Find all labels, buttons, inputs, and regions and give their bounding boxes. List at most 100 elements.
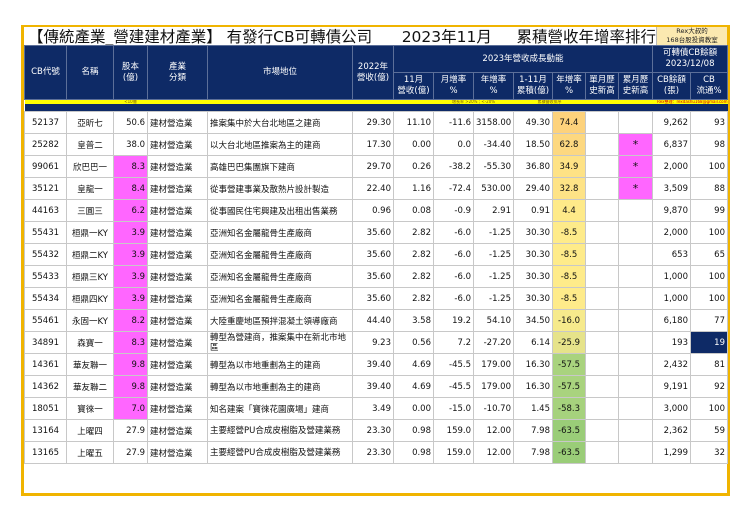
cell-single-high (585, 331, 619, 354)
cell-mom: -6.0 (433, 265, 474, 288)
cell-yoy: 179.00 (473, 353, 514, 376)
cell-cum-high: * (618, 155, 653, 178)
cell-capital: 27.9 (113, 419, 148, 442)
table-row: 18051 寶徠一 7.0 建材營造業 知名建案「寶徠花園廣場」建商 3.49 0.00 -1… (24, 397, 728, 420)
cell-nov: 0.26 (393, 155, 434, 178)
cell-cumyoy: -57.5 (552, 375, 586, 398)
cell-industry: 建材營造業 (147, 221, 208, 244)
cell-cum-high (618, 309, 653, 332)
cell-nov: 0.98 (393, 441, 434, 464)
cell-market: 轉型為營建商，推案集中在新北市地區 (207, 331, 353, 354)
cell-cumyoy: -63.5 (552, 419, 586, 442)
cell-cum-high: * (618, 177, 653, 200)
cell-single-high (585, 243, 619, 266)
header-market: 市場地位 (207, 45, 353, 100)
cell-market: 知名建案「寶徠花園廣場」建商 (207, 397, 353, 420)
table-row: 34891 森寶一 8.3 建材營造業 轉型為營建商，推案集中在新北市地區 9.23 0.5… (24, 331, 728, 354)
cell-yoy: -27.20 (473, 331, 514, 354)
cell-rev2022: 23.30 (352, 441, 394, 464)
cell-market: 推案集中於大台北地區之建商 (207, 111, 353, 134)
cell-capital: 3.9 (113, 265, 148, 288)
cell-industry: 建材營造業 (147, 111, 208, 134)
cell-name: 寶徠一 (66, 397, 114, 420)
header-rev2022: 2022年 營收(億) (352, 45, 394, 100)
cell-yoy: -1.25 (473, 243, 514, 266)
cell-code: 44163 (24, 199, 67, 222)
cell-capital: 8.4 (113, 177, 148, 200)
cell-rev2022: 35.60 (352, 243, 394, 266)
cell-nov: 0.56 (393, 331, 434, 354)
cell-cum-high (618, 221, 653, 244)
cell-single-high (585, 287, 619, 310)
cell-cum-high (618, 441, 653, 464)
cell-rev2022: 3.49 (352, 397, 394, 420)
cell-nov: 3.58 (393, 309, 434, 332)
cell-capital: 6.2 (113, 199, 148, 222)
header-cb-float: CB 流通% (690, 72, 728, 100)
cell-name: 亞昕七 (66, 111, 114, 134)
cell-rev2022: 0.96 (352, 199, 394, 222)
cell-industry: 建材營造業 (147, 287, 208, 310)
cell-industry: 建材營造業 (147, 155, 208, 178)
cell-rev2022: 35.60 (352, 287, 394, 310)
cell-cb-float: 88 (690, 177, 728, 200)
cell-cum: 7.98 (513, 441, 553, 464)
cell-code: 52137 (24, 111, 67, 134)
cell-cum: 34.50 (513, 309, 553, 332)
cell-rev2022: 44.40 (352, 309, 394, 332)
note-sort: 累積營收排序 (513, 99, 586, 104)
cell-name: 華友聯二 (66, 375, 114, 398)
cell-single-high (585, 419, 619, 442)
cell-nov: 0.00 (393, 133, 434, 156)
cell-mom: -6.0 (433, 287, 474, 310)
cell-mom: -45.5 (433, 353, 474, 376)
cell-market: 以大台北地區推案為主的建商 (207, 133, 353, 156)
cell-yoy: 179.00 (473, 375, 514, 398)
cell-yoy: 12.00 (473, 419, 514, 442)
cell-yoy: -55.30 (473, 155, 514, 178)
cell-cum-high (618, 331, 653, 354)
cell-industry: 建材營造業 (147, 133, 208, 156)
cell-cumyoy: 32.8 (552, 177, 586, 200)
cell-cb-float: 32 (690, 441, 728, 464)
cell-cb-amt: 193 (652, 331, 691, 354)
cell-rev2022: 29.30 (352, 111, 394, 134)
cell-capital: 27.9 (113, 441, 148, 464)
cell-industry: 建材營造業 (147, 353, 208, 376)
header-cb-amt: CB餘額 (張) (652, 72, 691, 100)
cell-mom: -6.0 (433, 243, 474, 266)
cb-ranking-table: CB代號 名稱 股本 (億) 產業 分類 市場地位 2022年 營收(億) 2023年… (24, 45, 728, 464)
cell-cum-high (618, 111, 653, 134)
cell-single-high (585, 375, 619, 398)
cell-yoy: -10.70 (473, 397, 514, 420)
cell-capital: 8.3 (113, 331, 148, 354)
table-row: 13164 上曜四 27.9 建材營造業 主要經營PU合成皮樹脂及營建業務 23.30 0.… (24, 419, 728, 442)
cell-cumyoy: -8.5 (552, 221, 586, 244)
cell-nov: 0.00 (393, 397, 434, 420)
brand-label: Rex大叔的 168台股投資教室 (656, 27, 727, 45)
cell-cum: 16.30 (513, 353, 553, 376)
header-industry: 產業 分類 (147, 45, 208, 100)
cell-single-high (585, 221, 619, 244)
cell-mom: 7.2 (433, 331, 474, 354)
table-row: 14362 華友聯二 9.8 建材營造業 轉型為以市地重劃為主的建商 39.40 4.69-… (24, 375, 728, 398)
table-row: 44163 三圓三 6.2 建材營造業 從事國民住宅興建及出租出售業務 0.96 0.08-… (24, 199, 728, 222)
cell-cb-amt: 1,000 (652, 265, 691, 288)
page-title: 【傳統產業_營建建材產業】 有發行CB可轉債公司 2023年11月 累積營收年增… (28, 28, 657, 46)
cell-cb-amt: 6,837 (652, 133, 691, 156)
header-yoy: 年增率% (473, 72, 514, 100)
cell-cum: 6.14 (513, 331, 553, 354)
cell-cb-amt: 2,432 (652, 353, 691, 376)
cell-capital: 9.8 (113, 375, 148, 398)
cell-code: 34891 (24, 331, 67, 354)
cell-cb-float: 98 (690, 133, 728, 156)
cell-cum: 30.30 (513, 243, 553, 266)
cell-single-high (585, 441, 619, 464)
cell-nov: 11.10 (393, 111, 434, 134)
cell-name: 上曜五 (66, 441, 114, 464)
cell-code: 13164 (24, 419, 67, 442)
cell-name: 桓鼎一KY (66, 221, 114, 244)
cell-capital: 38.0 (113, 133, 148, 156)
table-row: 14361 華友聯一 9.8 建材營造業 轉型為以市地重劃為主的建商 39.40 4.69-… (24, 353, 728, 376)
header-capital: 股本 (億) (113, 45, 148, 100)
